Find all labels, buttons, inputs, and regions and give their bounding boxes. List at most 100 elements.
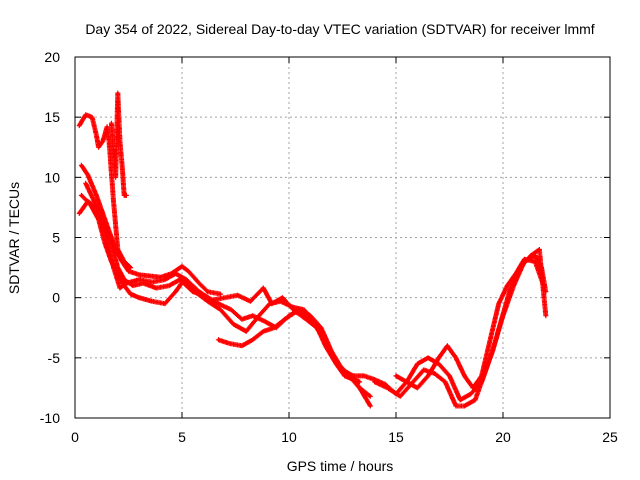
data-point — [437, 356, 440, 360]
data-point — [86, 173, 90, 177]
series-arc-10 — [393, 256, 547, 391]
series-arc-6 — [215, 309, 363, 385]
data-point — [163, 302, 167, 305]
data-point — [202, 294, 205, 297]
data-point — [101, 140, 105, 143]
data-point — [206, 290, 209, 293]
data-point — [138, 278, 141, 281]
data-point — [197, 282, 201, 285]
data-point — [80, 164, 83, 167]
data-point — [298, 308, 301, 311]
data-point — [386, 386, 389, 390]
data-point — [97, 146, 100, 149]
data-point — [270, 302, 274, 305]
data-point — [114, 176, 117, 179]
y-tick-label: 20 — [44, 49, 60, 65]
data-point — [347, 374, 351, 378]
data-point — [219, 292, 222, 296]
data-point — [138, 273, 141, 277]
data-point — [150, 280, 154, 284]
data-point — [454, 404, 458, 408]
data-point — [217, 302, 220, 305]
data-point — [110, 242, 113, 245]
data-point — [369, 395, 372, 398]
series-arc-4 — [76, 198, 373, 409]
data-series — [76, 90, 549, 409]
data-point — [538, 248, 541, 251]
x-tick-label: 25 — [602, 429, 618, 445]
data-point — [227, 342, 231, 345]
data-point — [272, 326, 276, 329]
data-point — [326, 344, 329, 347]
data-point — [116, 266, 120, 269]
data-point — [262, 286, 265, 290]
data-point — [120, 260, 124, 263]
data-point — [101, 218, 105, 221]
data-point — [240, 318, 244, 321]
y-tick-label: 15 — [44, 109, 60, 125]
data-point — [86, 200, 90, 203]
data-point — [352, 374, 355, 378]
data-point — [283, 318, 286, 321]
data-point — [120, 164, 124, 167]
data-point — [358, 386, 361, 390]
data-point — [459, 398, 462, 402]
data-point — [123, 278, 126, 281]
data-point — [405, 380, 408, 384]
data-point — [112, 200, 115, 203]
data-point — [448, 374, 451, 378]
data-point — [373, 380, 376, 384]
y-tick-label: 10 — [44, 169, 60, 185]
axis-ticks — [74, 56, 611, 419]
data-point — [163, 278, 167, 281]
data-point — [129, 292, 132, 296]
data-point — [488, 338, 492, 341]
data-point — [319, 326, 323, 329]
data-point — [433, 372, 436, 375]
data-point — [497, 302, 500, 305]
data-point — [469, 392, 473, 396]
data-point — [131, 284, 134, 287]
y-axis-title: SDTVAR / TECUs — [6, 182, 22, 294]
data-point — [437, 362, 440, 366]
data-point — [446, 344, 449, 347]
y-tick-labels: -10 -5 0 5 10 15 20 — [40, 49, 60, 426]
x-tick-label: 0 — [71, 429, 79, 445]
series-arc-7 — [108, 90, 129, 198]
data-point — [304, 314, 308, 317]
data-point — [178, 278, 182, 281]
data-point — [118, 140, 122, 143]
data-point — [185, 278, 188, 281]
data-point — [84, 113, 87, 116]
data-point — [180, 265, 184, 268]
data-point — [142, 282, 145, 285]
data-point — [491, 350, 494, 354]
data-point — [95, 194, 98, 197]
data-point — [174, 290, 177, 293]
data-point — [249, 300, 252, 303]
data-point — [78, 212, 81, 215]
data-point — [105, 125, 109, 128]
data-point — [337, 362, 340, 366]
y-tick-label: 0 — [52, 290, 60, 306]
data-point — [463, 374, 466, 378]
data-point — [84, 182, 87, 185]
data-point — [264, 320, 267, 323]
data-point — [262, 330, 265, 333]
data-point — [232, 322, 235, 326]
chart-title: Day 354 of 2022, Sidereal Day-to-day VTE… — [85, 21, 594, 37]
data-point — [544, 314, 547, 317]
data-point — [230, 308, 233, 311]
data-point — [223, 296, 226, 299]
data-point — [454, 356, 458, 360]
data-point — [358, 380, 361, 384]
data-point — [523, 257, 526, 261]
data-point — [251, 338, 254, 341]
data-point — [219, 308, 222, 311]
data-point — [499, 320, 503, 323]
data-point — [506, 284, 509, 287]
data-point — [251, 314, 254, 317]
series-arc-5 — [83, 180, 356, 379]
data-point — [167, 284, 171, 287]
